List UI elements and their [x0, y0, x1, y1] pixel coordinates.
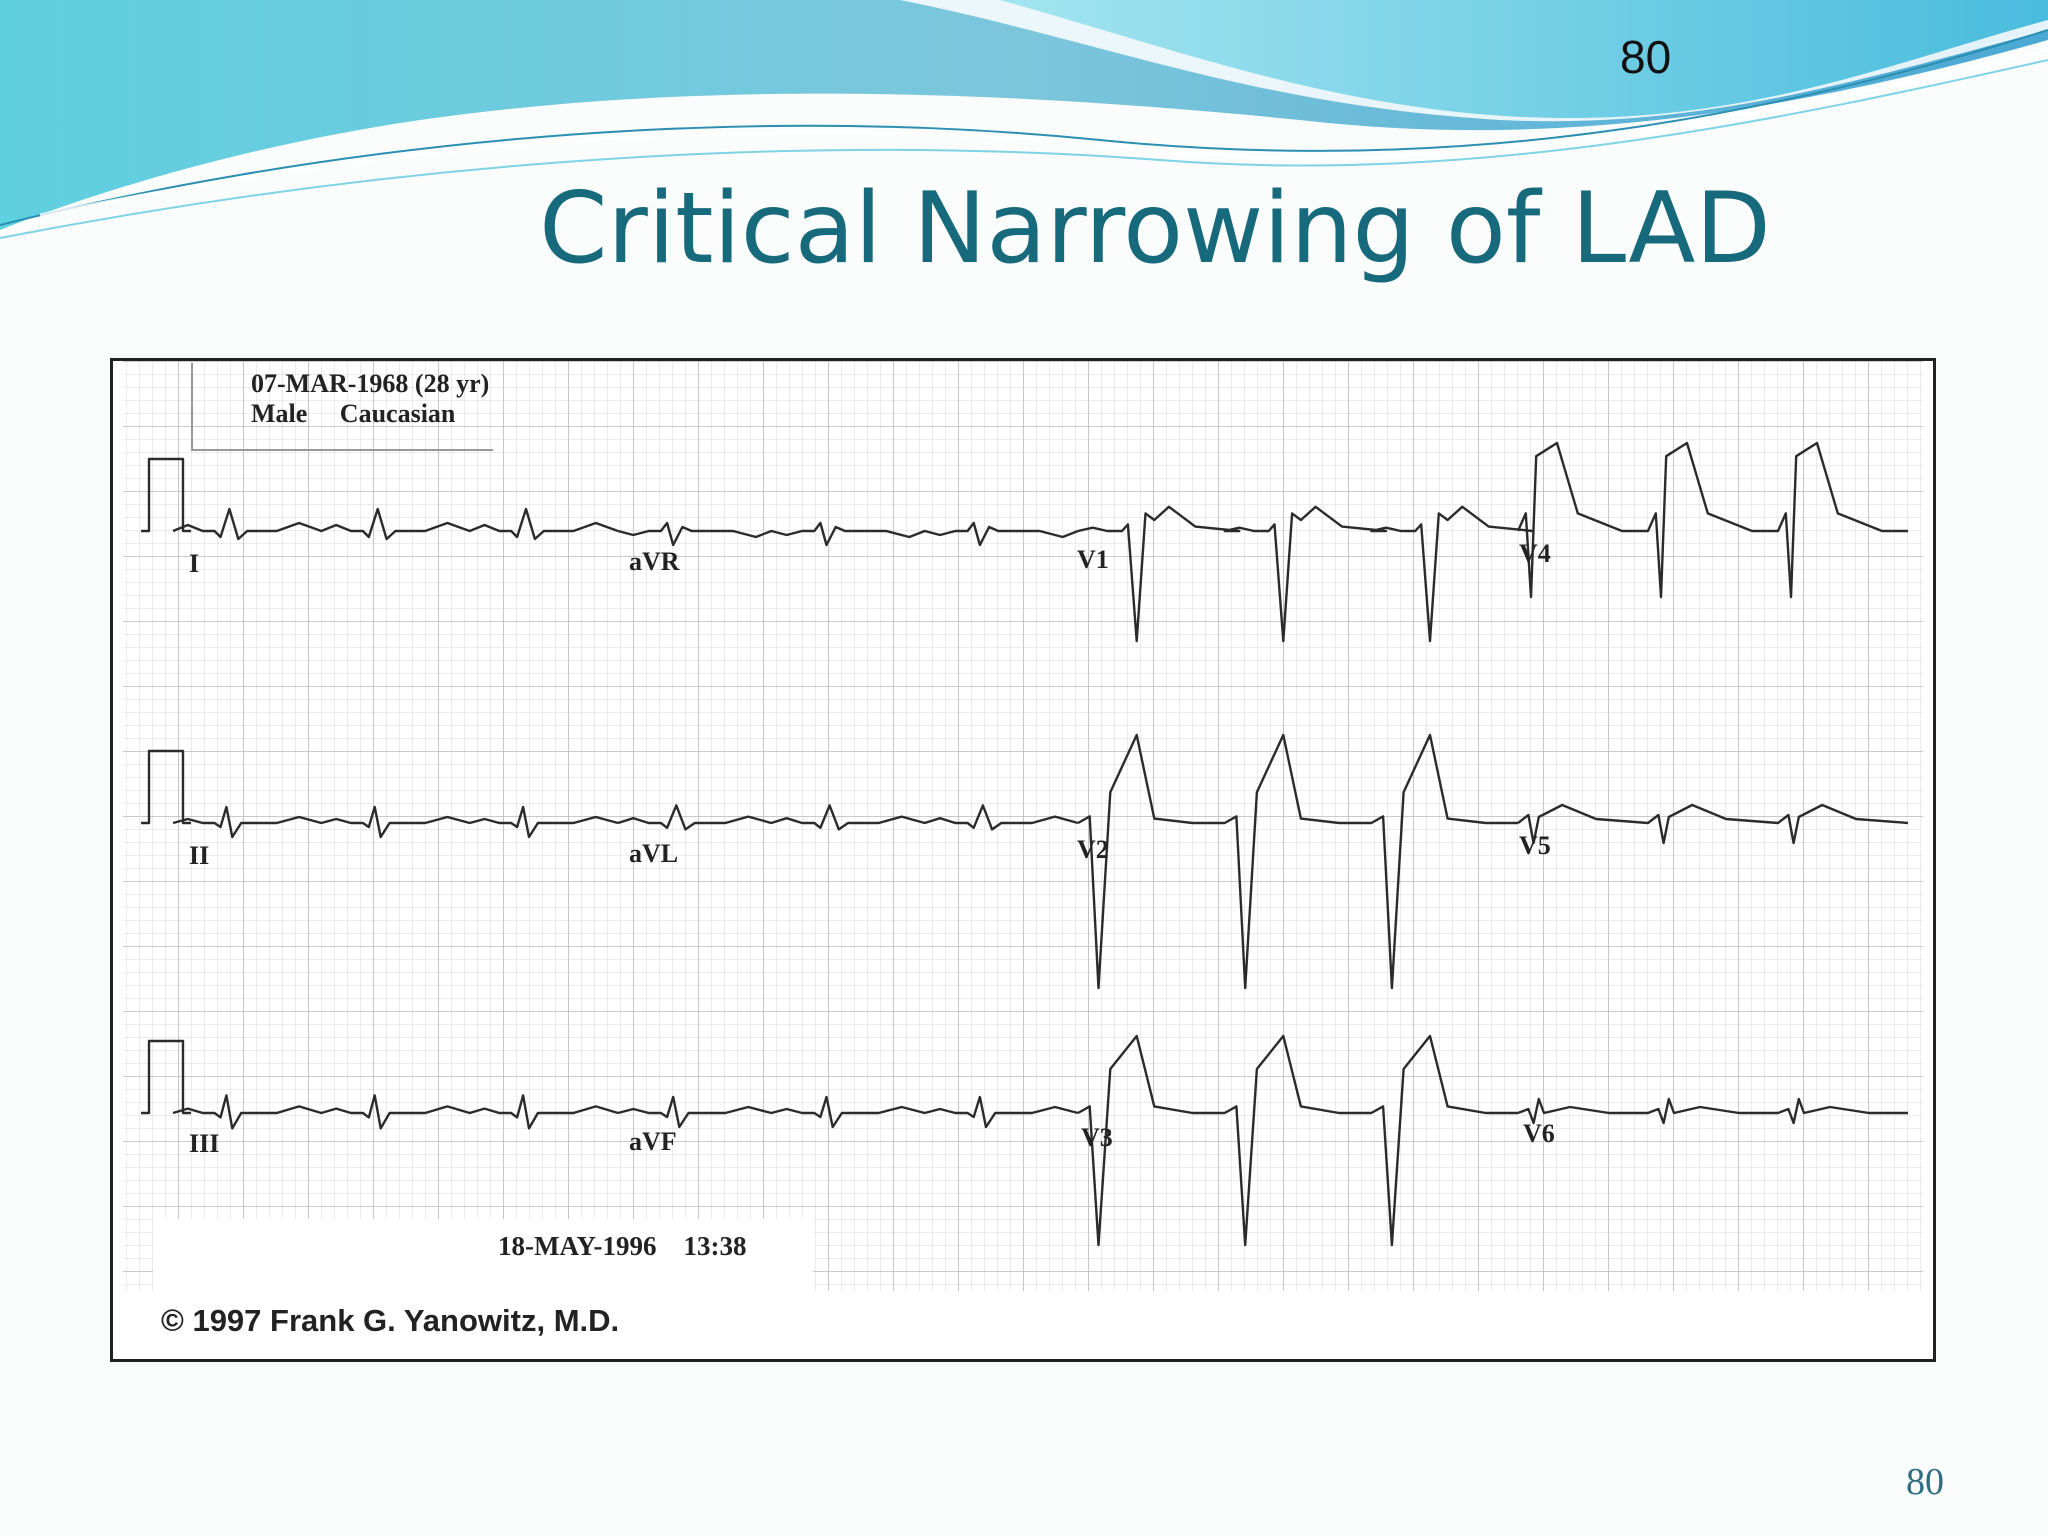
slide-title: Critical Narrowing of LAD — [539, 172, 1771, 286]
ecg-lead-trace — [1517, 803, 1909, 845]
calibration-pulse — [141, 457, 191, 533]
calibration-pulse — [141, 749, 191, 825]
lead-label-V2: V2 — [1077, 835, 1109, 864]
ecg-lead-trace — [617, 1095, 1079, 1129]
ecg-lead-trace — [1077, 1034, 1518, 1247]
ecg-tracing — [123, 361, 1923, 1291]
header-wave-decoration — [0, 0, 2048, 239]
ecg-lead-trace — [1077, 733, 1518, 990]
lead-label-I: I — [189, 549, 200, 578]
ecg-lead-trace — [617, 804, 1079, 831]
copyright-notice: © 1997 Frank G. Yanowitz, M.D. — [161, 1303, 620, 1338]
recording-info-box — [153, 1219, 813, 1297]
recording-timestamp: 18-MAY-1996 13:38 — [498, 1231, 747, 1261]
ecg-lead-trace — [172, 805, 619, 839]
ecg-lead-trace — [172, 507, 619, 541]
ecg-lead-trace — [617, 521, 1079, 547]
ecg-lead-trace — [172, 1094, 619, 1130]
ecg-lead-trace — [1077, 505, 1533, 643]
lead-label-V3: V3 — [1081, 1123, 1113, 1152]
lead-label-aVF: aVF — [629, 1127, 677, 1156]
lead-label-III: III — [189, 1129, 220, 1158]
lead-label-II: II — [189, 841, 210, 870]
ecg-image: 07-MAR-1968 (28 yr) Male Caucasian I aVR… — [110, 358, 1936, 1362]
lead-label-aVL: aVL — [629, 839, 679, 868]
lead-label-V5: V5 — [1519, 831, 1551, 860]
slide-number-bottom: 80 — [1906, 1461, 1944, 1503]
ecg-lead-trace — [1516, 441, 1908, 599]
lead-label-V4: V4 — [1519, 539, 1551, 568]
ecg-lead-trace — [1517, 1097, 1908, 1125]
lead-label-V1: V1 — [1077, 545, 1109, 574]
patient-info: Male Caucasian — [251, 399, 456, 428]
calibration-pulse — [141, 1039, 191, 1115]
patient-header-box — [191, 363, 493, 451]
lead-label-aVR: aVR — [629, 547, 680, 576]
patient-dob: 07-MAR-1968 (28 yr) — [251, 369, 490, 398]
slide-number-top: 80 — [1620, 31, 1672, 83]
lead-label-V6: V6 — [1523, 1119, 1555, 1148]
